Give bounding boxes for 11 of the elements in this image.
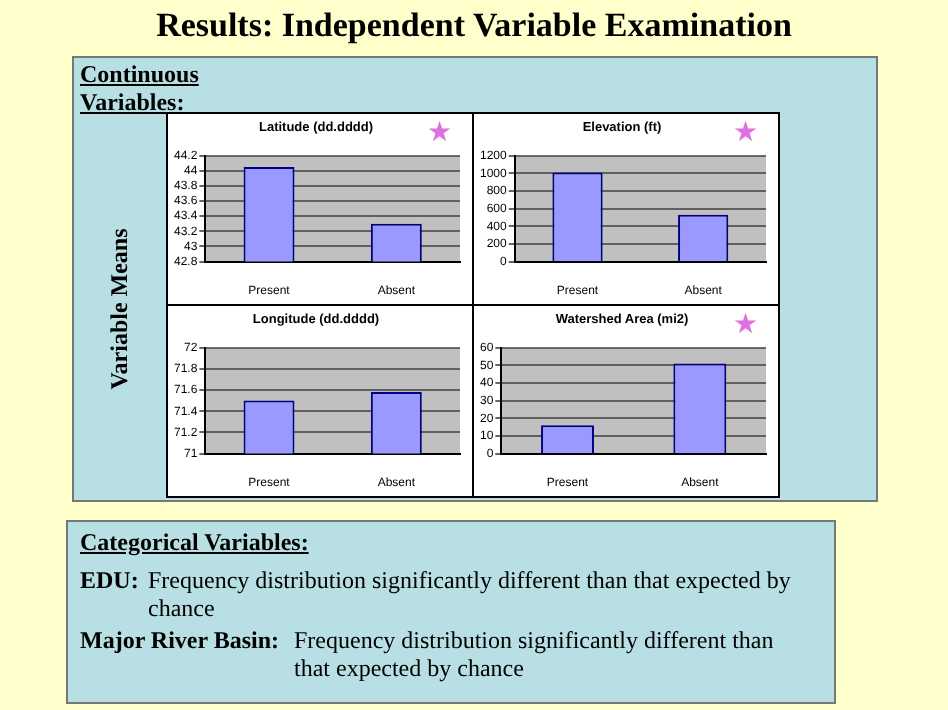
text: Frequency distribution significantly different than that expected by chance: [294, 626, 776, 682]
text: Continuous Variables:: [80, 60, 201, 116]
text: Frequency distribution significantly different than that expected by chance: [148, 566, 793, 622]
text: Major River Basin:: [80, 626, 280, 656]
text: ★: [732, 309, 758, 342]
text: ★: [732, 117, 758, 150]
text: Variable Means: [105, 226, 135, 394]
text: Categorical Variables:: [80, 528, 309, 558]
text: Results: Independent Variable Examination: [154, 6, 794, 46]
text: ★: [426, 117, 452, 150]
text: EDU:: [80, 566, 139, 596]
